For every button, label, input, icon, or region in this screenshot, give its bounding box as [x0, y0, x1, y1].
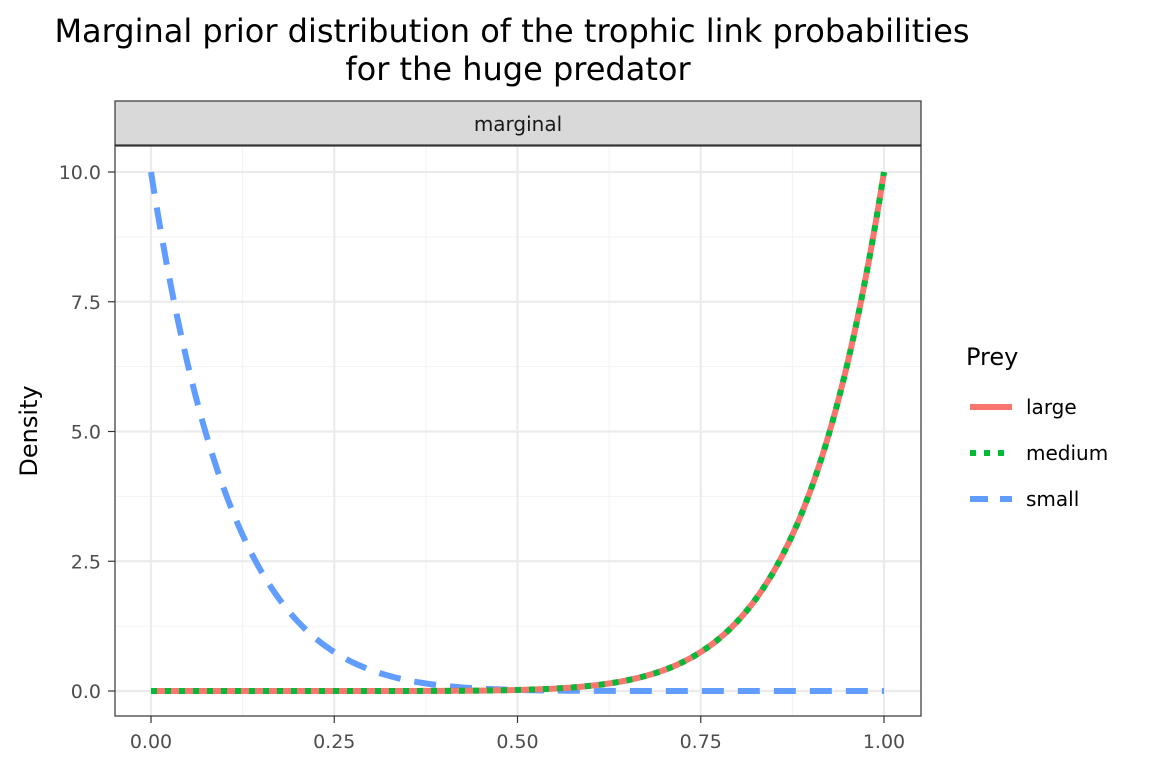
- y-tick-label: 0.0: [71, 681, 101, 703]
- x-tick-label: 0.00: [130, 731, 172, 753]
- x-tick-label: 0.25: [313, 731, 355, 753]
- series-layer: [148, 171, 887, 694]
- y-tick-label: 10.0: [59, 162, 101, 184]
- legend-label-small: small: [1026, 487, 1079, 511]
- x-tick-label: 0.50: [496, 731, 538, 753]
- y-axis: 0.0 2.5 5.0 7.5 10.0: [59, 162, 115, 703]
- grid-major: [115, 146, 921, 716]
- legend-title: Prey: [966, 343, 1018, 371]
- x-tick-label: 1.00: [863, 731, 905, 753]
- series-line-medium: [151, 171, 887, 694]
- legend-label-large: large: [1026, 395, 1077, 419]
- x-axis: 0.00 0.25 0.50 0.75 1.00: [130, 716, 905, 753]
- chart-title-line2: for the huge predator: [345, 50, 691, 88]
- facet-strip-label: marginal: [474, 112, 562, 136]
- chart-title-line1: Marginal prior distribution of the troph…: [54, 12, 969, 50]
- y-tick-label: 7.5: [71, 292, 101, 314]
- y-tick-label: 2.5: [71, 551, 101, 573]
- y-tick-label: 5.0: [71, 422, 101, 444]
- legend: Prey large medium small: [966, 343, 1108, 511]
- legend-label-medium: medium: [1026, 441, 1108, 465]
- series-line-small: [148, 171, 884, 694]
- y-axis-title: Density: [15, 385, 43, 476]
- x-tick-label: 0.75: [680, 731, 722, 753]
- facet-strip: [114, 100, 922, 146]
